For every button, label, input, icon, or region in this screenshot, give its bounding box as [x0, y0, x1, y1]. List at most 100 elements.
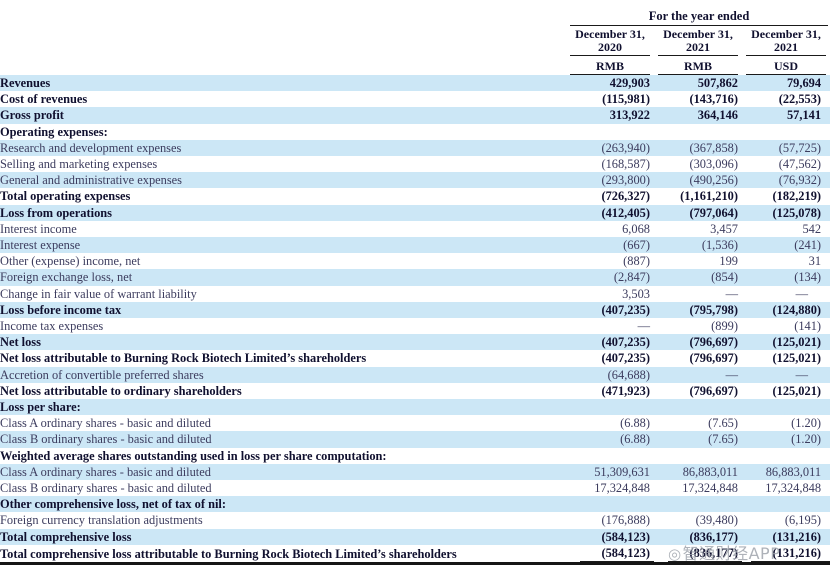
row-label: Class A ordinary shares - basic and dilu… [0, 464, 211, 479]
row-value-2021-rmb: (39,480) [695, 513, 738, 528]
row-value-2021-rmb: (490,256) [689, 173, 738, 188]
row-label: Total operating expenses [0, 189, 131, 204]
row-value-2020-rmb: (2,847) [613, 270, 650, 285]
table-row: Research and development expenses (263,9… [0, 139, 830, 157]
row-value-2021-usd: 57,141 [786, 108, 822, 123]
row-value-2021-usd: 79,694 [786, 76, 822, 90]
row-value-2020-rmb: (726,327) [601, 189, 650, 204]
table-row: Foreign exchange loss, net (2,847) (854)… [0, 269, 830, 286]
unit-header-usd-2021: USD [742, 56, 830, 75]
row-value-2021-rmb: (797,064) [689, 205, 738, 220]
table-row: Interest income 6,068 3,457 542 [0, 221, 830, 237]
row-value-2020-rmb: — [637, 319, 650, 334]
table-row: Total comprehensive loss attributable to… [0, 545, 830, 565]
table-row: Loss from operations (412,405) (797,064)… [0, 204, 830, 221]
row-value-2021-rmb: (1,536) [701, 238, 738, 253]
row-value-2021-usd: (125,078) [772, 205, 822, 220]
row-value-2021-rmb: 86,883,011 [682, 464, 738, 479]
row-label: General and administrative expenses [0, 173, 183, 188]
row-value-2021-usd: 17,324,848 [765, 481, 822, 496]
table-row: Net loss attributable to Burning Rock Bi… [0, 350, 830, 366]
table-row: General and administrative expenses (293… [0, 172, 830, 189]
table-row: Income tax expenses — (899) (141) [0, 318, 830, 334]
header-spacer [0, 56, 566, 75]
column-period: December 31, [575, 27, 645, 41]
row-value-2020-rmb: (407,235) [601, 302, 650, 317]
row-value-2021-rmb: (7.65) [708, 432, 738, 447]
row-label: Change in fair value of warrant liabilit… [0, 286, 197, 301]
row-value-2020-rmb: (176,888) [601, 513, 650, 528]
unit-label: RMB [658, 59, 738, 75]
row-label: Net loss attributable to ordinary shareh… [0, 383, 242, 398]
row-label: Interest income [0, 221, 77, 236]
row-value-2021-rmb [654, 124, 742, 140]
table-row: Class B ordinary shares - basic and dilu… [0, 431, 830, 448]
row-label: Other comprehensive loss, net of tax of … [0, 497, 226, 512]
table-row: Weighted average shares outstanding used… [0, 448, 830, 464]
row-value-2021-rmb: 507,862 [697, 76, 738, 90]
column-header-2021-rmb: December 31, 2021 [654, 26, 742, 56]
row-value-2021-usd: — [795, 367, 809, 382]
row-value-2020-rmb: (293,800) [601, 173, 650, 188]
row-value-2020-rmb: (263,940) [601, 140, 650, 155]
table-row: Accretion of convertible preferred share… [0, 366, 830, 383]
row-value-2021-usd: (141) [794, 319, 822, 334]
row-label: Research and development expenses [0, 140, 182, 155]
row-value-2021-usd: (47,562) [778, 157, 822, 172]
table-row: Class B ordinary shares - basic and dilu… [0, 480, 830, 496]
row-value-2020-rmb: (887) [623, 254, 650, 269]
row-value-2021-usd: (124,880) [772, 302, 822, 317]
row-value-2020-rmb: (168,587) [601, 157, 650, 172]
unit-label: USD [746, 59, 827, 75]
row-value-2021-rmb: 3,457 [710, 221, 738, 236]
header-spacer [0, 0, 566, 26]
column-period: December 31, [663, 27, 733, 41]
row-value-2020-rmb: (6.88) [620, 416, 650, 431]
row-label: Accretion of convertible preferred share… [0, 367, 204, 382]
row-value-2021-rmb [654, 496, 742, 512]
table-row: Total comprehensive loss (584,123) (836,… [0, 528, 830, 545]
row-value-2021-rmb: (796,697) [689, 351, 738, 366]
row-label: Loss before income tax [0, 302, 122, 317]
row-label: Weighted average shares outstanding used… [0, 448, 387, 463]
column-period: December 31, [751, 27, 821, 41]
column-year: 2021 [774, 39, 799, 54]
table-row: Loss per share: [0, 399, 830, 416]
row-label: Gross profit [0, 108, 64, 123]
unit-label: RMB [570, 59, 650, 75]
row-label: Income tax expenses [0, 319, 104, 334]
table-row: Cost of revenues (115,981) (143,716) (22… [0, 91, 830, 107]
row-label: Class B ordinary shares - basic and dilu… [0, 481, 212, 496]
row-value-2021-usd: 542 [802, 221, 822, 236]
row-value-2020-rmb: 51,309,631 [594, 464, 650, 479]
column-year: 2021 [686, 39, 710, 54]
row-value-2020-rmb: (6.88) [620, 432, 650, 447]
row-value-2021-usd: (1.20) [791, 432, 822, 447]
table-row: Operating expenses: [0, 124, 830, 140]
column-year: 2020 [598, 39, 622, 54]
row-value-2020-rmb [566, 124, 654, 140]
table-row: Other (expense) income, net (887) 199 31 [0, 253, 830, 269]
unit-header-rmb-2020: RMB [566, 56, 654, 75]
column-header-2021-usd: December 31, 2021 [742, 26, 830, 56]
row-label: Foreign exchange loss, net [0, 270, 133, 285]
row-value-2020-rmb: (667) [623, 238, 650, 253]
row-value-2020-rmb: (407,235) [601, 351, 650, 366]
table-row: Gross profit 313,922 364,146 57,141 [0, 107, 830, 124]
row-value-2021-usd: (125,021) [772, 383, 822, 398]
row-label: Net loss [0, 335, 41, 350]
row-value-2021-rmb: (899) [711, 319, 738, 334]
period-header-cell: For the year ended [566, 0, 830, 26]
row-value-2021-rmb [654, 399, 742, 415]
row-value-2020-rmb: (412,405) [601, 205, 650, 220]
unit-header-rmb-2021: RMB [654, 56, 742, 75]
period-header: For the year ended [570, 9, 829, 26]
row-value-2020-rmb: 3,503 [622, 286, 650, 301]
row-value-2020-rmb: (115,981) [602, 92, 650, 107]
row-value-2021-usd: — [795, 286, 809, 301]
row-label: Class B ordinary shares - basic and dilu… [0, 432, 212, 447]
table-row: Change in fair value of warrant liabilit… [0, 286, 830, 302]
row-value-2021-rmb: (836,177) [689, 529, 738, 544]
row-value-2021-rmb: (796,697) [689, 383, 738, 398]
table-row: Net loss (407,235) (796,697) (125,021) [0, 334, 830, 351]
